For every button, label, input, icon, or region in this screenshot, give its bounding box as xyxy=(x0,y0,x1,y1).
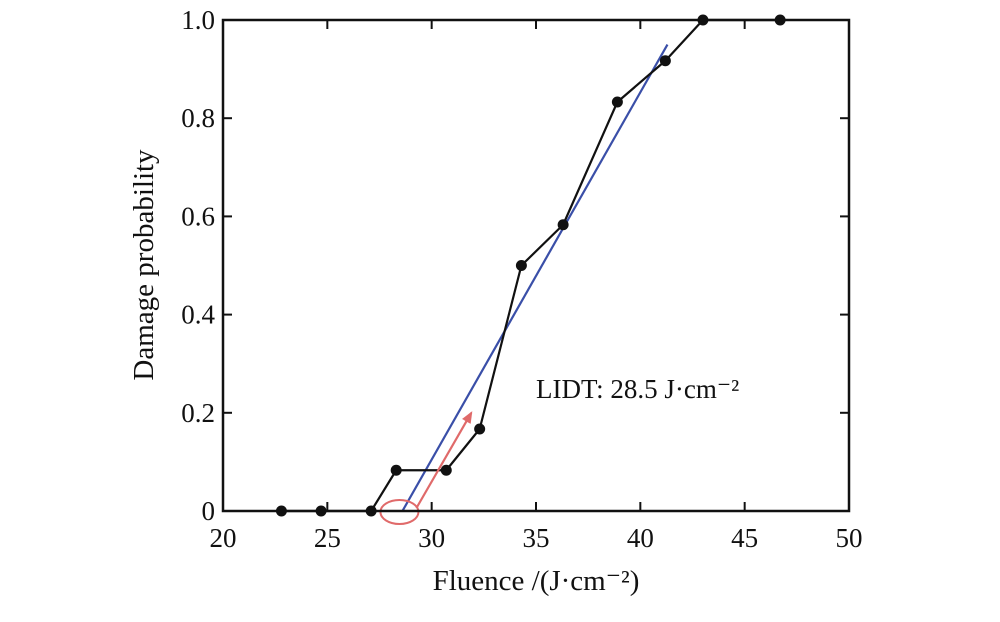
y-tick-label: 0.8 xyxy=(181,103,215,133)
y-tick-label: 0.4 xyxy=(181,300,215,330)
y-axis-label: Damage probability xyxy=(128,149,160,381)
x-tick-label: 40 xyxy=(627,523,654,553)
data-point xyxy=(515,260,527,271)
data-point xyxy=(390,464,402,476)
data-series-line xyxy=(281,18,781,513)
y-tick-label: 0 xyxy=(202,496,216,526)
lidt-annotation-label: LIDT: 28.5 J·cm⁻² xyxy=(536,374,739,404)
y-tick-label: 0.6 xyxy=(181,201,215,231)
x-axis-label: Fluence /(J·cm⁻²) xyxy=(433,565,640,597)
data-point xyxy=(557,219,569,231)
data-point xyxy=(659,55,671,67)
y-tick-label: 1.0 xyxy=(181,5,215,35)
x-tick-label: 30 xyxy=(418,523,445,553)
data-point xyxy=(474,423,486,435)
x-tick-label: 45 xyxy=(731,523,758,553)
annotation-arrow xyxy=(415,411,473,509)
data-point xyxy=(611,96,623,108)
x-tick-label: 20 xyxy=(210,523,237,553)
x-tick-label: 25 xyxy=(314,523,341,553)
y-tick-label: 0.2 xyxy=(181,398,215,428)
x-tick-label: 35 xyxy=(523,523,550,553)
x-tick-label: 50 xyxy=(836,523,863,553)
plot-frame xyxy=(221,18,851,513)
fit-line xyxy=(401,44,669,512)
data-point xyxy=(440,464,452,476)
